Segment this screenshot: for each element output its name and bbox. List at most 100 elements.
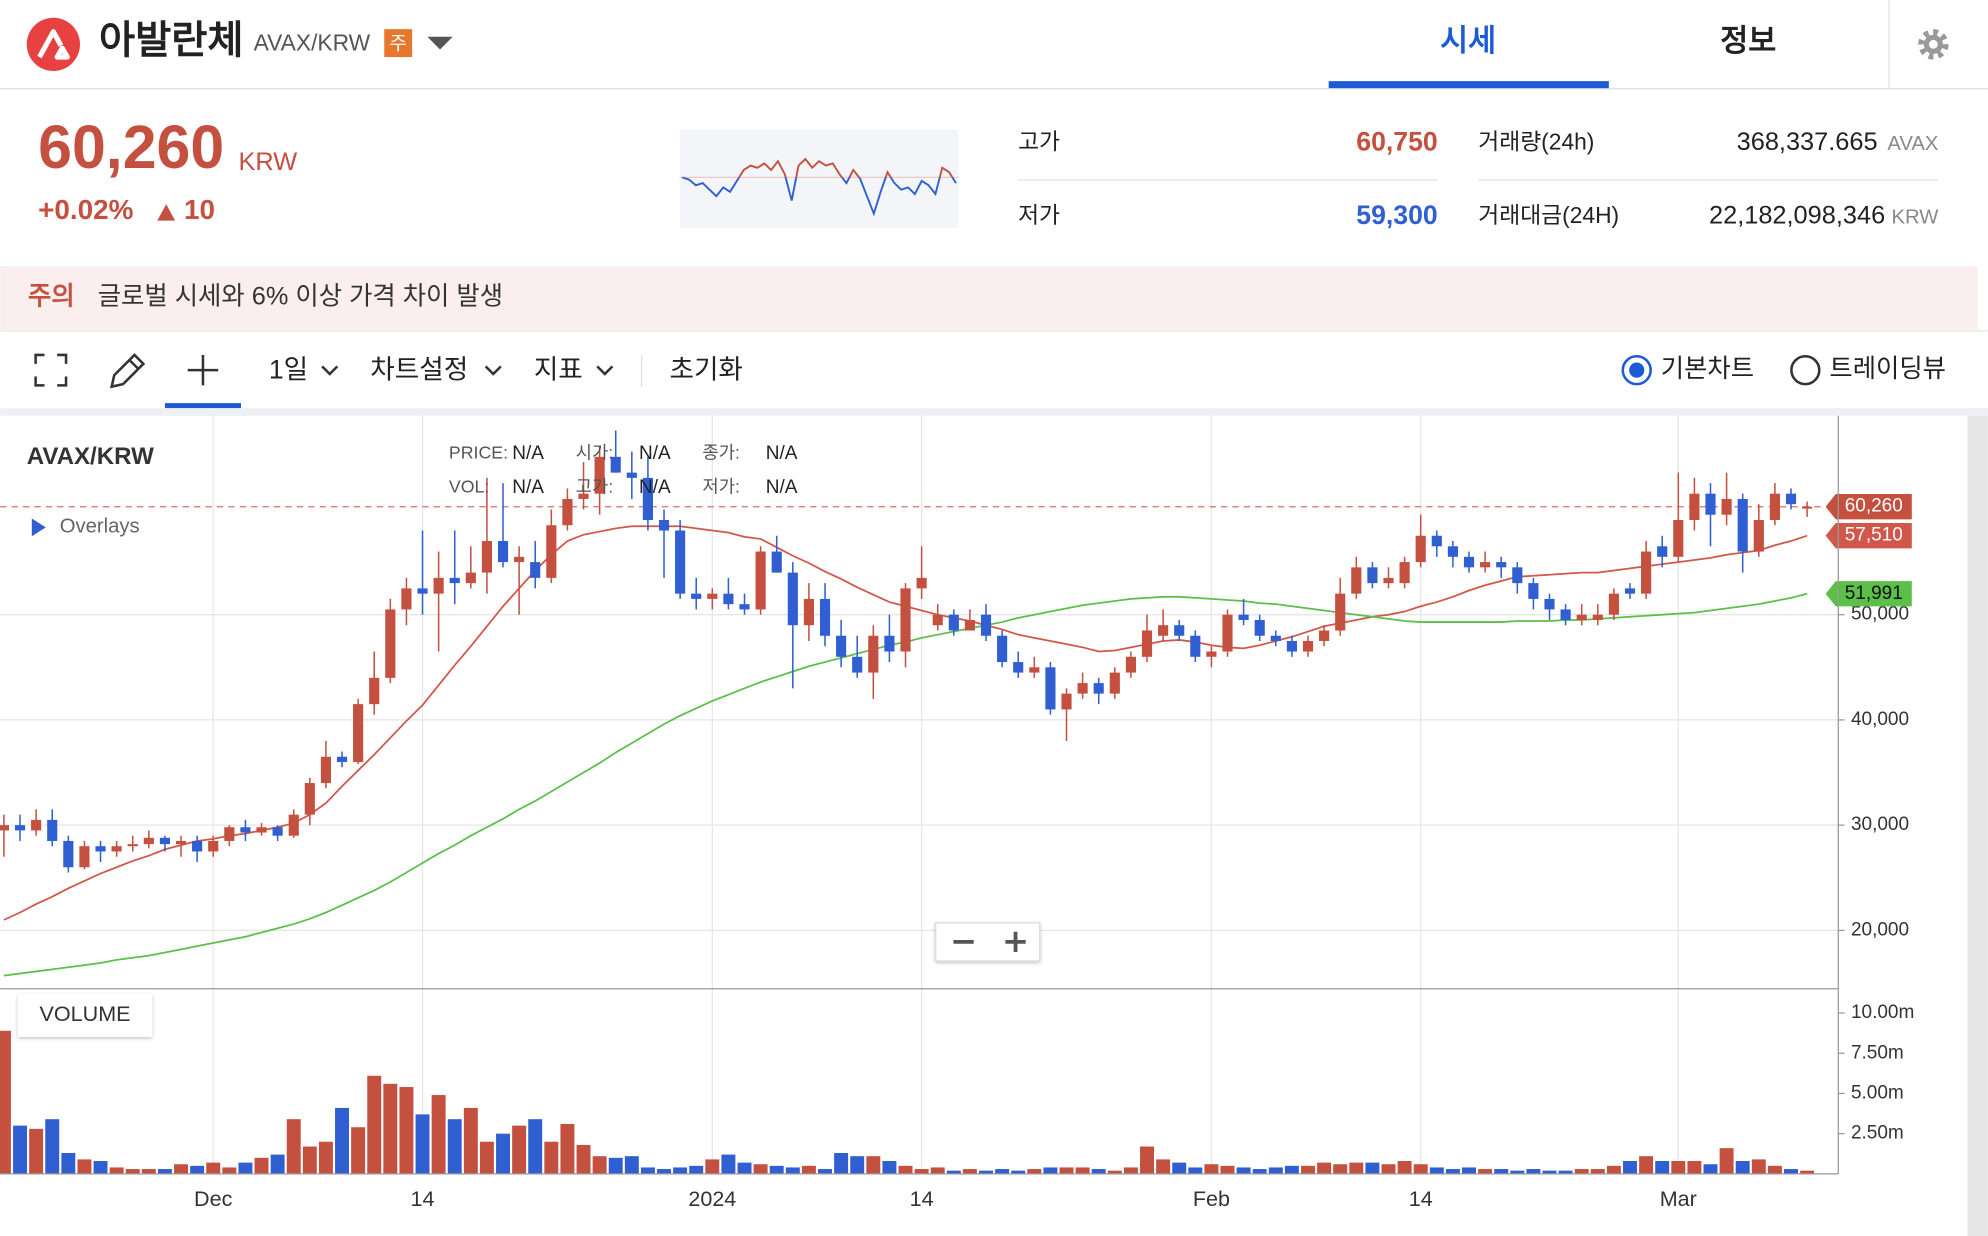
volume-bar bbox=[1027, 1169, 1042, 1174]
volume-bar bbox=[769, 1165, 784, 1174]
view-option[interactable]: 기본차트 bbox=[1661, 355, 1754, 383]
candle-body bbox=[240, 827, 251, 833]
volume-bar bbox=[882, 1161, 897, 1174]
x-tick-label: 14 bbox=[411, 1186, 435, 1211]
volume-bar bbox=[1719, 1148, 1734, 1174]
settings-icon[interactable] bbox=[1918, 29, 1949, 60]
crosshair-icon[interactable] bbox=[187, 354, 219, 386]
candle-body bbox=[1608, 593, 1619, 615]
stat-label: 고가 bbox=[1018, 128, 1060, 154]
volume-bar bbox=[1236, 1167, 1251, 1174]
zoom-buttons[interactable] bbox=[953, 931, 1026, 953]
volume-bar bbox=[270, 1154, 285, 1174]
stat-value: 22,182,098,346 bbox=[1709, 201, 1885, 229]
candle-body bbox=[1270, 635, 1281, 642]
legend-value: N/A bbox=[766, 443, 798, 464]
candle-body bbox=[481, 541, 492, 573]
candle-body bbox=[755, 551, 766, 610]
tab[interactable]: 정보 bbox=[1720, 24, 1776, 58]
change: 10 bbox=[184, 194, 215, 225]
volume-bar bbox=[431, 1095, 446, 1174]
candle-body bbox=[369, 677, 380, 705]
y-tick-label: 20,000 bbox=[1851, 919, 1909, 940]
legend-label: VOL: bbox=[449, 477, 489, 497]
candle-body bbox=[256, 827, 267, 833]
volume-bar bbox=[447, 1119, 462, 1174]
candle-body bbox=[1576, 614, 1587, 620]
candle-body bbox=[739, 604, 750, 610]
candle-body bbox=[465, 572, 476, 584]
candle-body bbox=[546, 525, 557, 578]
radio-on[interactable] bbox=[1621, 354, 1652, 386]
candle-body bbox=[1673, 519, 1684, 557]
candle-body bbox=[1335, 593, 1346, 631]
candle-body bbox=[594, 456, 605, 494]
volume-bar bbox=[479, 1141, 494, 1174]
candle-body bbox=[578, 493, 589, 499]
candle-body bbox=[1641, 551, 1652, 594]
tab[interactable]: 시세 bbox=[1440, 24, 1496, 58]
volume-bar bbox=[1767, 1165, 1782, 1174]
volume-bar bbox=[1639, 1156, 1654, 1174]
volume-bar bbox=[592, 1156, 607, 1174]
volume-bar bbox=[1220, 1165, 1235, 1174]
volume-bar bbox=[1075, 1167, 1090, 1174]
chevrons bbox=[321, 365, 614, 376]
volume-bar bbox=[624, 1156, 639, 1174]
draw-icon[interactable] bbox=[110, 353, 146, 389]
volume-bar bbox=[1478, 1169, 1493, 1174]
radio-off[interactable] bbox=[1790, 354, 1821, 386]
volume-bar bbox=[1590, 1169, 1605, 1174]
sparkline-up bbox=[682, 157, 954, 178]
top-bar: 아발란체 AVAX/KRW 주 시세 정보 bbox=[0, 0, 1988, 90]
x-tick-label: 14 bbox=[1409, 1186, 1433, 1211]
tool-underline bbox=[164, 403, 241, 409]
volume-bar bbox=[222, 1167, 237, 1174]
candle-body bbox=[1721, 498, 1732, 515]
badge-text: 주 bbox=[389, 33, 406, 54]
view-option[interactable]: 트레이딩뷰 bbox=[1829, 355, 1946, 383]
volume-bar bbox=[962, 1169, 977, 1174]
volume-bar bbox=[560, 1124, 575, 1174]
candle-body bbox=[449, 577, 460, 584]
volume-tick-label: 5.00m bbox=[1851, 1082, 1904, 1103]
candle-body bbox=[1544, 598, 1555, 610]
candle-body bbox=[385, 609, 396, 678]
reset[interactable]: 초기화 bbox=[669, 354, 742, 384]
volume-bar bbox=[399, 1087, 414, 1174]
volume-bar bbox=[1558, 1170, 1573, 1174]
dropdown[interactable] bbox=[427, 36, 453, 50]
fullscreen-icon[interactable] bbox=[34, 353, 68, 387]
volume-bar bbox=[286, 1119, 301, 1174]
candle-body bbox=[1802, 506, 1813, 509]
candle-body bbox=[836, 635, 847, 657]
volume-title: VOLUME bbox=[40, 1001, 131, 1026]
volume-bar bbox=[1059, 1167, 1074, 1174]
candle-body bbox=[63, 840, 74, 868]
x-tick-label: 2024 bbox=[688, 1186, 736, 1211]
volume-bar bbox=[29, 1128, 44, 1174]
candle-body bbox=[916, 577, 927, 589]
volume-bar bbox=[721, 1154, 736, 1174]
interval[interactable]: 1일 bbox=[269, 354, 308, 384]
stat-label: 거래량(24h) bbox=[1478, 128, 1594, 154]
volume-bar bbox=[367, 1075, 382, 1174]
candle-body bbox=[192, 840, 203, 852]
pair: AVAX/KRW bbox=[254, 29, 371, 55]
candle-body bbox=[1753, 519, 1764, 552]
chart-settings[interactable]: 차트설정 bbox=[370, 354, 468, 384]
candle-body bbox=[208, 840, 219, 852]
indicators[interactable]: 지표 bbox=[534, 354, 583, 384]
overlays-label[interactable]: Overlays bbox=[60, 516, 140, 538]
zoom-control bbox=[935, 922, 1041, 962]
volume-bar bbox=[1156, 1159, 1171, 1174]
volume-tick-label: 7.50m bbox=[1851, 1042, 1904, 1063]
stat-unit: KRW bbox=[1892, 206, 1940, 228]
candle-body bbox=[14, 825, 26, 831]
candle-body bbox=[803, 598, 814, 626]
volume-bar bbox=[737, 1162, 752, 1174]
candle-body bbox=[1222, 614, 1233, 652]
sparkline bbox=[679, 157, 959, 217]
expand-icon[interactable] bbox=[31, 518, 46, 537]
